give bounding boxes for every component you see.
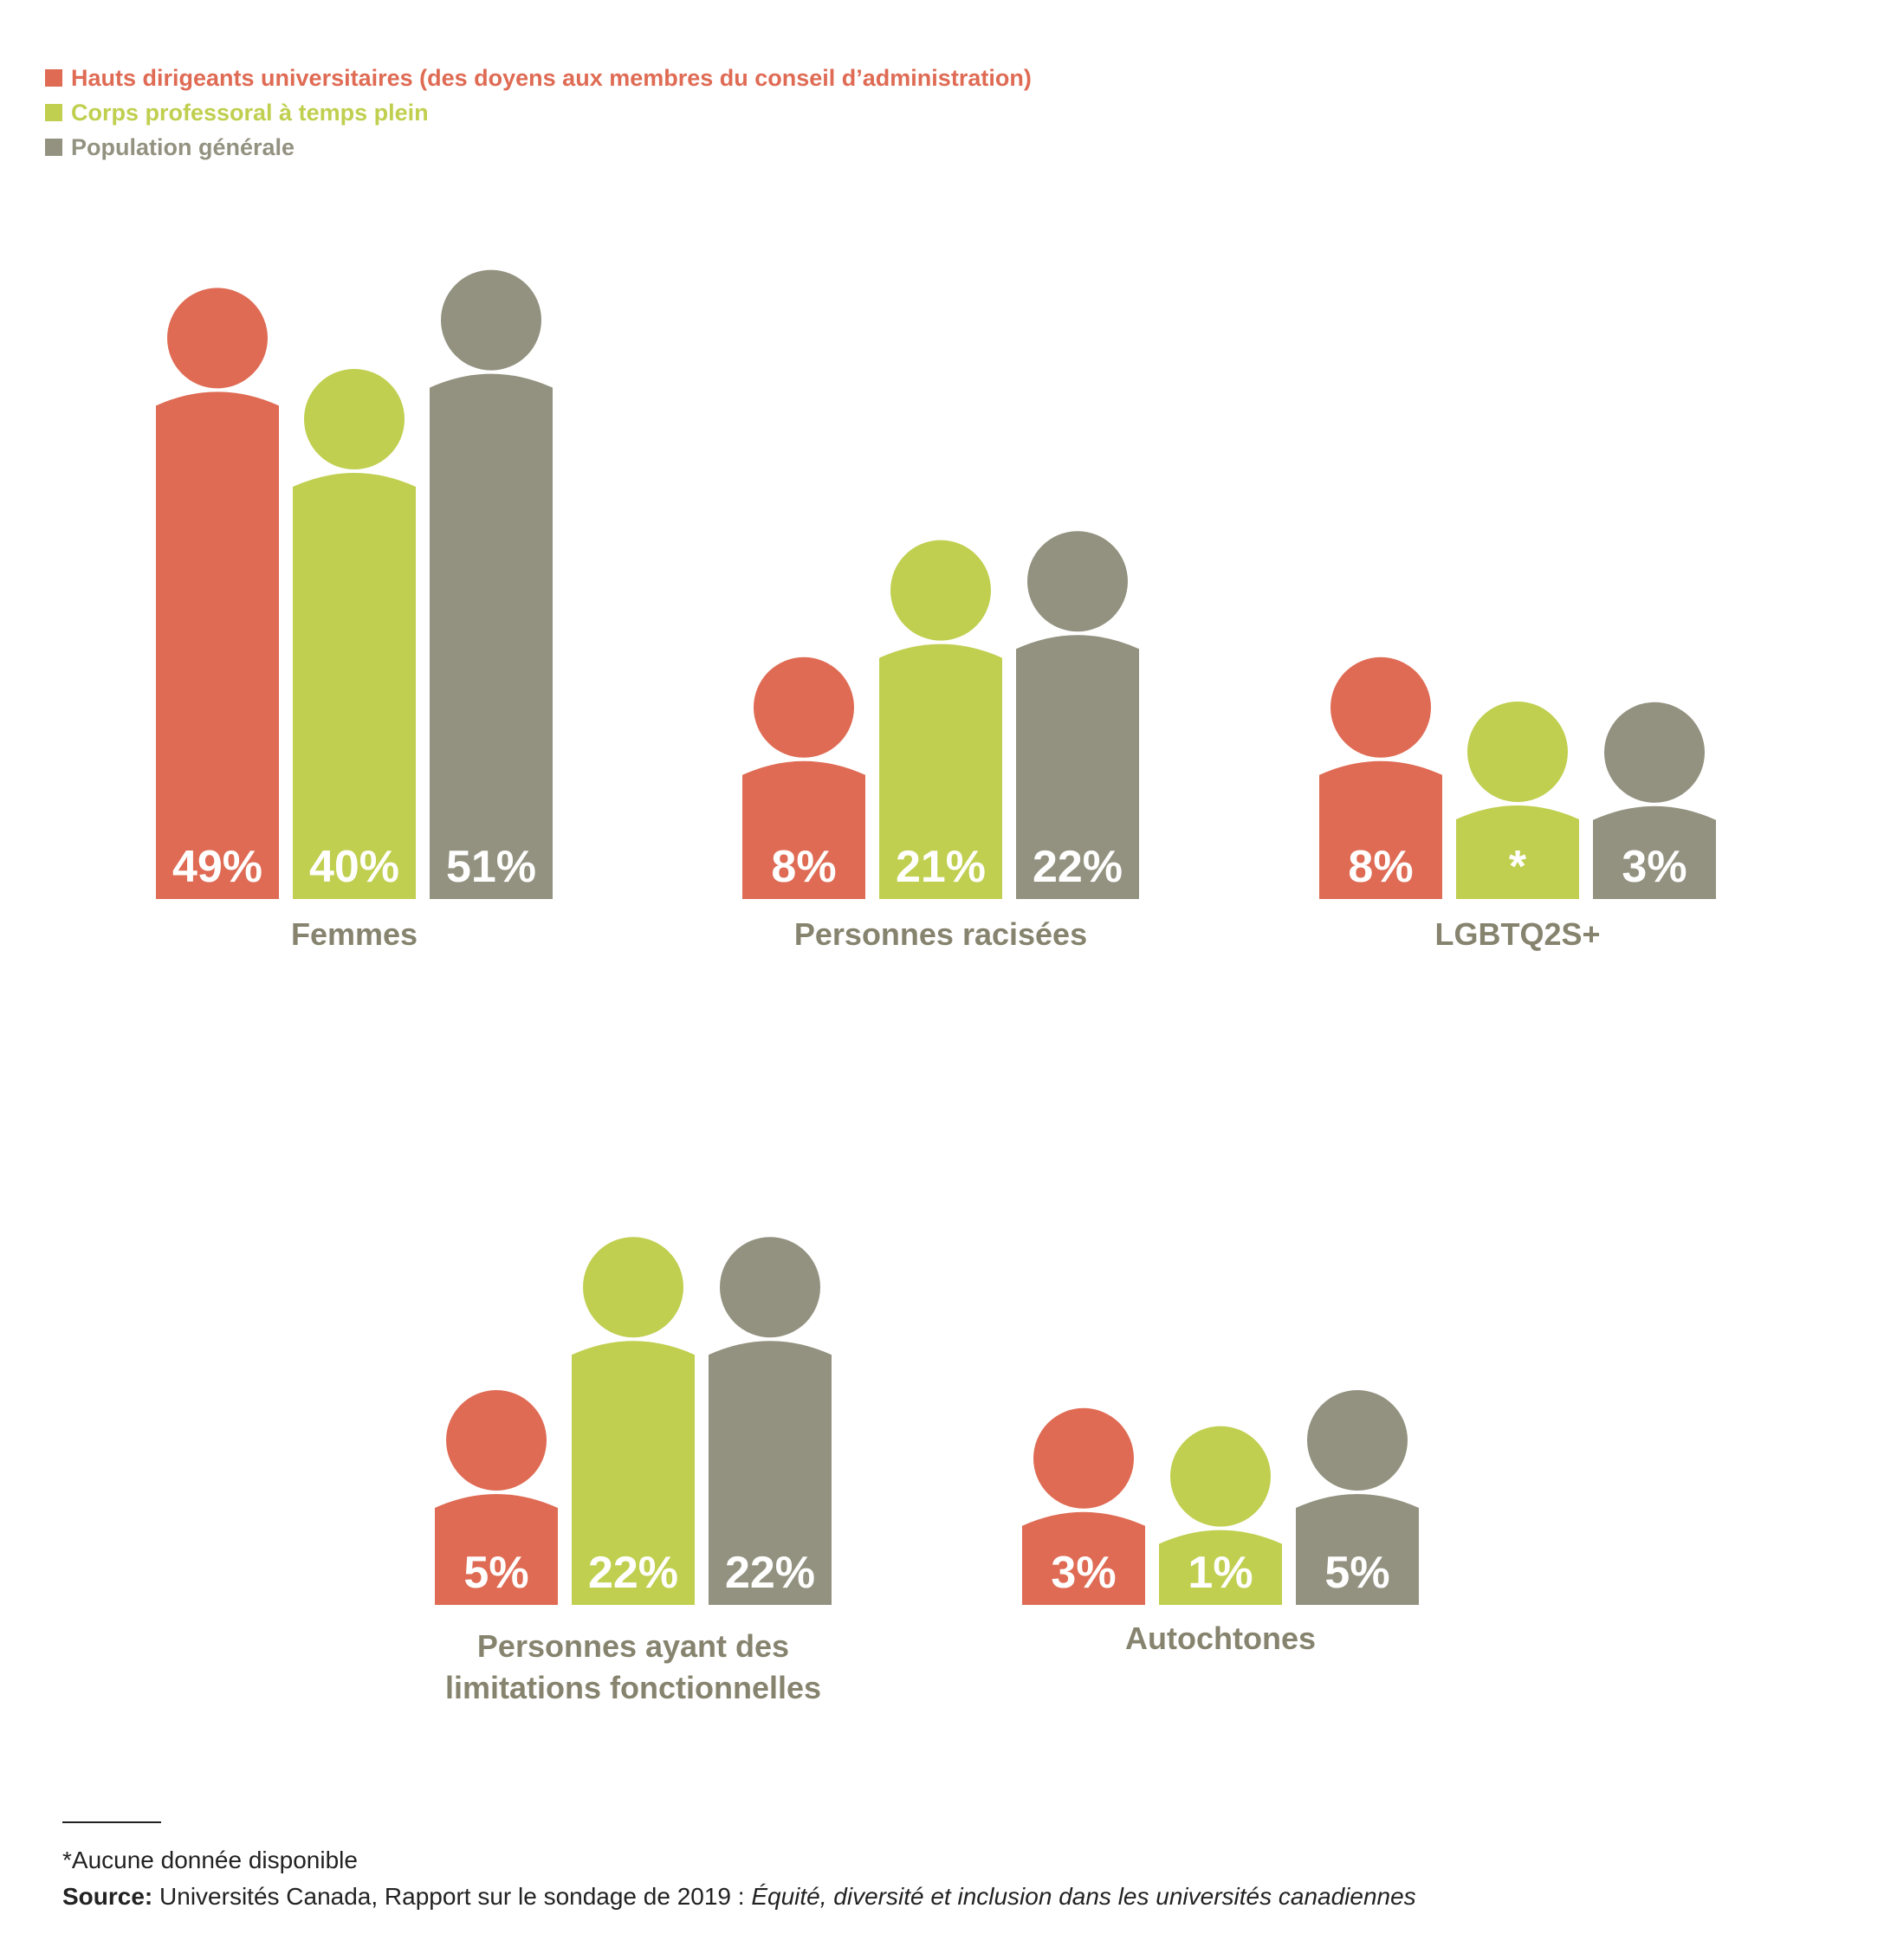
legend-label: Hauts dirigeants universitaires (des doy… — [71, 64, 1032, 91]
legend-swatch — [45, 104, 62, 121]
bar-group: 8% 21% 22% Personnes racisées — [742, 531, 1139, 952]
person-head — [1033, 1407, 1134, 1509]
bar-value-label: 22% — [588, 1548, 678, 1598]
bar — [1016, 635, 1139, 899]
person-head — [583, 1237, 683, 1338]
bar — [879, 644, 1002, 899]
legend: Hauts dirigeants universitaires (des doy… — [45, 61, 1032, 165]
bar — [572, 1341, 695, 1605]
bar-group: 3% 1% 5%Autochtones — [1022, 1390, 1419, 1656]
group-label: LGBTQ2S+ — [1434, 916, 1600, 952]
footnote-note: *Aucune donnée disponible — [62, 1847, 358, 1873]
bar — [1319, 760, 1442, 899]
bar — [156, 391, 279, 899]
bar-value-label: 22% — [1033, 842, 1123, 892]
person-head — [167, 288, 268, 389]
person-head — [1027, 531, 1128, 632]
bar — [1022, 1511, 1145, 1605]
source-title: Équité, diversité et inclusion dans les … — [751, 1883, 1416, 1910]
legend-label: Population générale — [71, 133, 295, 160]
bar-value-label: 51% — [446, 842, 536, 892]
source-line: Source: Universités Canada, Rapport sur … — [62, 1879, 1708, 1915]
group-label: Personnes ayant des — [477, 1628, 789, 1664]
person-head — [720, 1237, 820, 1338]
legend-label: Corps professoral à temps plein — [71, 99, 429, 126]
person-head — [441, 269, 541, 371]
bar-value-label: 5% — [463, 1548, 528, 1598]
footnote-rule — [62, 1821, 161, 1823]
chart: 49% 40% 51% Femmes 8% 21% 22% Personnes racisée… — [156, 269, 1716, 1705]
person-head — [1170, 1426, 1271, 1527]
bar — [430, 373, 553, 900]
person-head — [1330, 657, 1431, 758]
bar — [293, 473, 416, 899]
bar-value-label: 3% — [1051, 1548, 1116, 1598]
bar-group: 49% 40% 51% Femmes — [156, 269, 553, 952]
bar — [742, 760, 865, 899]
legend-swatch — [45, 139, 62, 156]
group-label: Femmes — [291, 916, 418, 952]
bar-value-label: * — [1509, 842, 1527, 892]
source-label: Source: — [62, 1883, 153, 1910]
source-text: Universités Canada, Rapport sur le sonda… — [152, 1883, 752, 1910]
bar-value-label: 8% — [1348, 842, 1413, 892]
person-head — [1604, 702, 1705, 803]
person-head — [446, 1390, 547, 1491]
bar-value-label: 5% — [1324, 1548, 1389, 1598]
bar-group: 5% 22% 22% Personnes ayant des limitations f… — [435, 1237, 832, 1705]
bar-value-label: 22% — [725, 1548, 815, 1598]
person-head — [1307, 1390, 1408, 1491]
person-head — [754, 657, 854, 758]
bar-value-label: 49% — [172, 842, 262, 892]
group-label: Personnes racisées — [794, 916, 1087, 952]
legend-item: Corps professoral à temps plein — [45, 95, 1032, 130]
legend-item: Hauts dirigeants universitaires (des doy… — [45, 61, 1032, 95]
group-label: limitations fonctionnelles — [445, 1670, 821, 1705]
bar — [1296, 1494, 1419, 1605]
bar-value-label: 40% — [309, 842, 399, 892]
bar — [709, 1341, 832, 1605]
group-label: Autochtones — [1125, 1620, 1316, 1656]
person-head — [890, 540, 991, 641]
bar — [1159, 1530, 1282, 1605]
bar-value-label: 8% — [771, 842, 836, 892]
bar — [1456, 805, 1579, 899]
bar-value-label: 21% — [896, 842, 986, 892]
legend-swatch — [45, 69, 62, 87]
person-head — [304, 369, 405, 469]
bar — [435, 1494, 558, 1605]
legend-item: Population générale — [45, 130, 1032, 165]
footnote: *Aucune donnée disponible Source: Univer… — [62, 1821, 1708, 1915]
bar-value-label: 3% — [1622, 842, 1687, 892]
bar-group: 8% * 3% LGBTQ2S+ — [1319, 657, 1716, 952]
bar-value-label: 1% — [1188, 1548, 1253, 1598]
bar — [1593, 805, 1716, 899]
person-head — [1467, 702, 1568, 802]
